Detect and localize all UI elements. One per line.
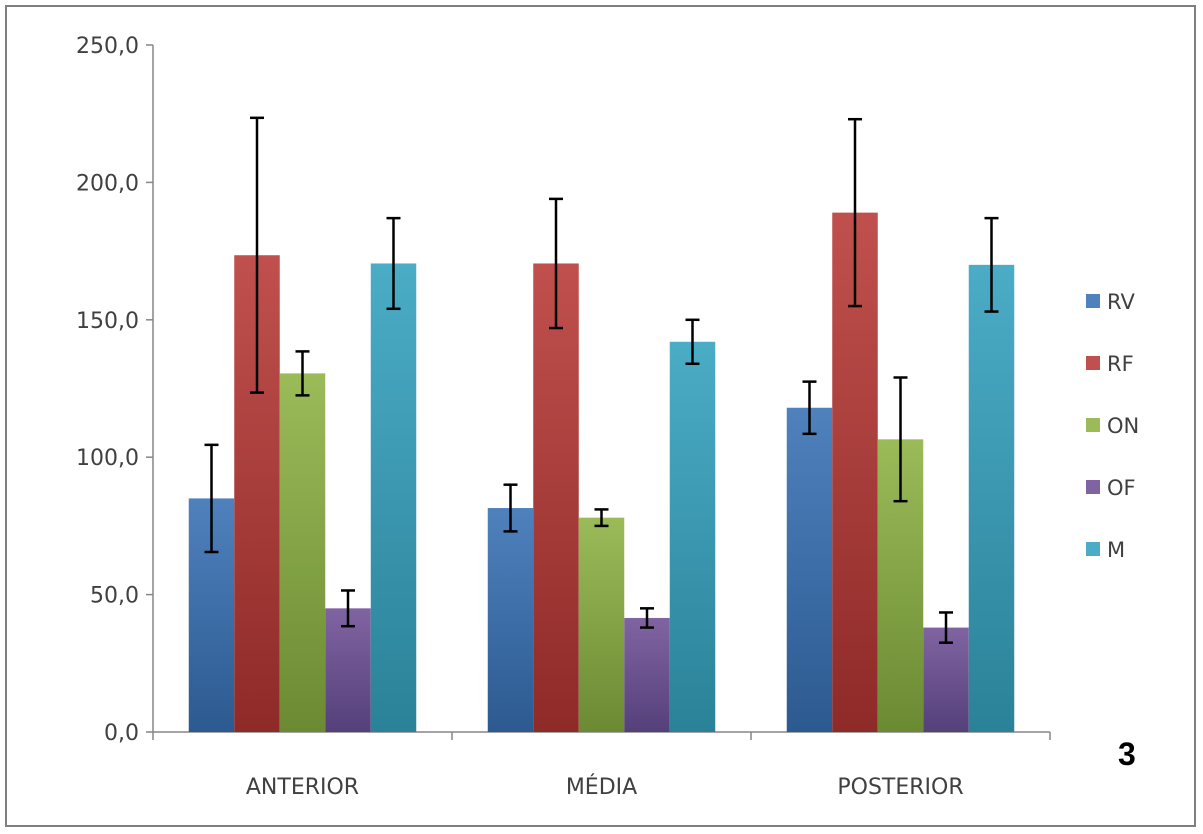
bar-on [279, 373, 326, 732]
bars [188, 212, 1015, 733]
bar-rf [533, 263, 579, 732]
bar-on [578, 517, 625, 732]
bar-m [968, 264, 1015, 732]
bar-of [923, 627, 969, 732]
legend-swatch-m [1086, 542, 1100, 556]
bar-of [624, 617, 670, 732]
legend-label-rf: RF [1107, 352, 1134, 376]
legend-label-rv: RV [1107, 290, 1135, 314]
axes: 0,0 50,0 100,0 150,0 200,0 250,0 ANTERIOR MÉDIA… [76, 34, 1051, 800]
error-bars [204, 116, 999, 644]
bar-m [669, 341, 716, 732]
x-category-label: ANTERIOR [246, 775, 359, 800]
legend-swatch-on [1086, 418, 1100, 432]
legend: RV RF ON OF M [1086, 290, 1139, 562]
bar-of [325, 608, 371, 732]
x-category-label: MÉDIA [566, 774, 637, 800]
bar-rv [786, 407, 833, 732]
panel-label: 3 [1118, 736, 1136, 772]
x-category-label: POSTERIOR [837, 775, 963, 800]
legend-label-on: ON [1107, 414, 1139, 438]
legend-label-m: M [1107, 538, 1125, 562]
y-tick-label: 0,0 [104, 721, 139, 746]
y-tick-label: 200,0 [76, 171, 139, 196]
legend-swatch-rv [1086, 294, 1100, 308]
legend-swatch-of [1086, 480, 1100, 494]
y-tick-label: 50,0 [90, 584, 139, 609]
bar-m [370, 263, 417, 732]
legend-swatch-rf [1086, 356, 1100, 370]
bar-rv [487, 508, 534, 732]
y-tick-label: 150,0 [76, 309, 139, 334]
legend-label-of: OF [1107, 476, 1136, 500]
y-tick-label: 100,0 [76, 446, 139, 471]
y-tick-label: 250,0 [76, 34, 139, 59]
